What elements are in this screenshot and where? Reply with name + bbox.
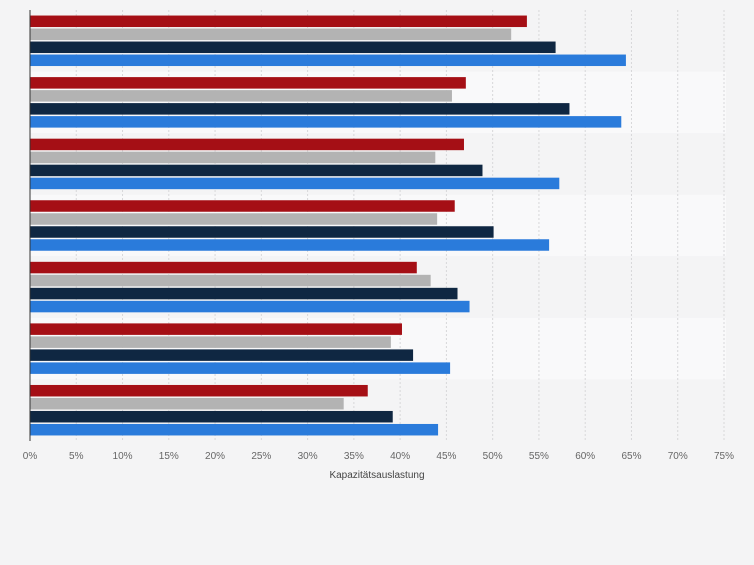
x-tick-label: 45% — [436, 451, 456, 462]
x-tick-label: 30% — [298, 451, 318, 462]
bar — [30, 362, 451, 374]
x-tick-label: 65% — [621, 451, 641, 462]
bar — [30, 287, 458, 300]
bar — [30, 138, 464, 151]
bar — [30, 349, 414, 361]
x-tick-label: 5% — [69, 451, 84, 462]
bar — [30, 41, 556, 54]
x-tick-label: 15% — [159, 451, 179, 462]
bar — [30, 384, 368, 397]
x-tick-label: 50% — [483, 451, 503, 462]
x-tick-label: 40% — [390, 451, 410, 462]
x-tick-label: 60% — [575, 451, 595, 462]
bar — [30, 423, 439, 436]
bar — [30, 239, 550, 251]
x-tick-label: 20% — [205, 451, 225, 462]
bar — [30, 213, 438, 225]
bar — [30, 261, 417, 274]
bar — [30, 90, 452, 102]
bar — [30, 103, 570, 115]
bar — [30, 15, 527, 28]
bar — [30, 54, 626, 67]
x-tick-label: 70% — [668, 451, 688, 462]
bar — [30, 226, 494, 238]
bar — [30, 410, 393, 423]
bar — [30, 397, 344, 410]
bar — [30, 77, 466, 89]
bar — [30, 177, 560, 190]
x-tick-label: 10% — [113, 451, 133, 462]
bar — [30, 28, 512, 41]
bar — [30, 116, 622, 128]
x-axis-title: Kapazitätsauslastung — [329, 470, 424, 481]
x-tick-label: 75% — [714, 451, 734, 462]
bar — [30, 274, 431, 287]
bar — [30, 200, 455, 212]
bar — [30, 323, 402, 335]
x-tick-label: 55% — [529, 451, 549, 462]
x-tick-label: 35% — [344, 451, 364, 462]
bar — [30, 300, 470, 313]
x-tick-label: 25% — [251, 451, 271, 462]
x-tick-label: 0% — [23, 451, 38, 462]
bar — [30, 336, 391, 348]
bar — [30, 151, 436, 164]
bar — [30, 164, 483, 177]
